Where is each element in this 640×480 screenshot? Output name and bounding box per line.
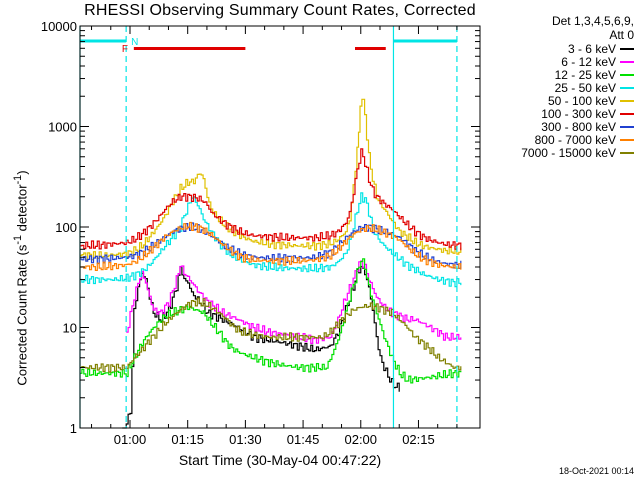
x-axis-label: Start Time (30-May-04 00:47:22) [178,452,382,468]
tick-layer: 01:00 01:15 01:30 01:45 02:00 02:15 1 10 100 1000… [41,19,480,447]
series-25-50-kev [80,192,462,288]
legend-header-line1: Det 1,3,4,5,6,9, [551,14,634,28]
legend-entry-label: 12 - 25 keV [554,67,616,82]
y-tick-label: 10000 [41,19,77,34]
legend-swatch [620,86,634,89]
legend-swatch [620,112,634,115]
legend-entry-label: 7000 - 15000 keV [521,145,616,160]
legend-swatch [620,138,634,141]
x-tick-label: 01:45 [287,432,320,447]
series-800-7000-kev [80,221,462,271]
legend-entry-label: 6 - 12 keV [561,54,616,69]
y-axis-label: Corrected Count Rate (s-1 detector-1) [12,170,30,386]
y-tick-label: 10 [63,321,77,336]
footer-timestamp: 18-Oct-2021 00:14 [558,466,634,476]
legend-entry-label: 100 - 300 keV [541,106,616,121]
legend: Det 1,3,4,5,6,9, Att 0 3 - 6 keV 6 - 12 k… [484,14,634,160]
legend-entry: 6 - 12 keV [484,54,634,69]
legend-swatch [620,99,634,102]
legend-entry-label: 50 - 100 keV [547,93,616,108]
y-tick-label: 1000 [48,120,77,135]
series-12-25-kev [80,258,462,384]
x-tick-label: 01:30 [229,432,262,447]
legend-entry: 25 - 50 keV [484,80,634,95]
plot-frame [79,25,481,429]
legend-swatch [620,73,634,76]
y-tick-label: 100 [55,220,77,235]
legend-entry: 50 - 100 keV [484,93,634,108]
legend-entry-label: 300 - 800 keV [541,119,616,134]
y-tick-label: 1 [70,421,77,436]
legend-entry: 800 - 7000 keV [484,132,634,147]
annotation-layer: NF [79,26,458,428]
x-tick-label: 02:15 [402,432,435,447]
series-50-100-kev [80,98,462,261]
chart-title: RHESSI Observing Summary Count Rates, Co… [84,2,476,19]
legend-swatch [620,60,634,63]
flare-label: F [122,44,128,55]
series-layer [80,98,462,429]
legend-swatch [620,47,634,50]
legend-entry-label: 25 - 50 keV [554,80,616,95]
legend-entry-label: 800 - 7000 keV [534,132,616,147]
series-7000-15000-kev [80,297,462,373]
x-tick-label: 01:15 [171,432,204,447]
night-label: N [131,37,138,48]
series-6-12-kev [126,260,462,344]
legend-entry-label: 3 - 6 keV [567,41,616,56]
legend-entry: 300 - 800 keV [484,119,634,134]
legend-swatch [620,125,634,128]
legend-entry: 12 - 25 keV [484,67,634,82]
legend-entry: 7000 - 15000 keV [484,145,634,160]
legend-header-line2: Att 0 [609,28,634,42]
series-100-300-kev [80,148,462,251]
legend-entry: 3 - 6 keV [484,41,634,56]
legend-swatch [620,151,634,154]
series-3-6-kev [122,266,400,429]
x-tick-label: 02:00 [344,432,377,447]
x-tick-label: 01:00 [114,432,147,447]
legend-entry: 100 - 300 keV [484,106,634,121]
